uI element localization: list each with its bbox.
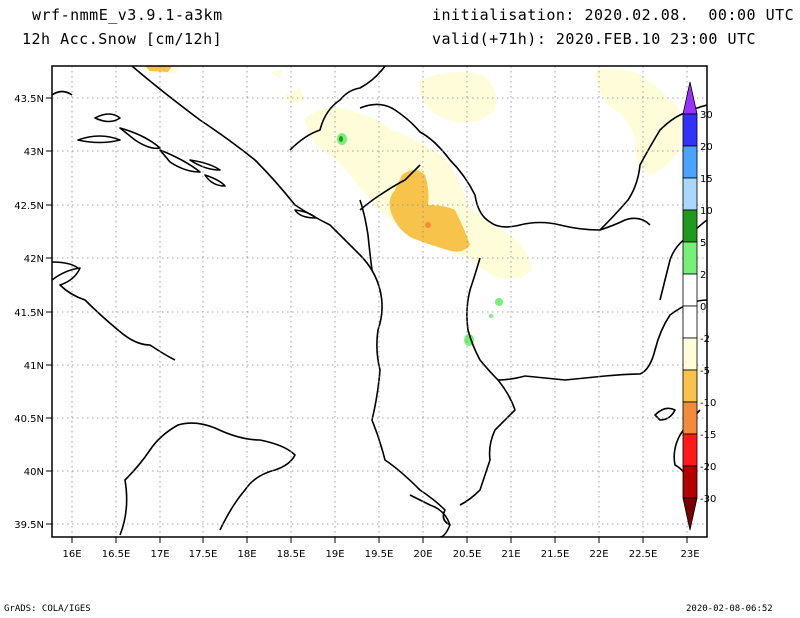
lon-label: 23E [680, 549, 699, 560]
lon-label: 17.5E [189, 549, 218, 560]
lon-label: 20E [413, 549, 432, 560]
graticule [52, 66, 707, 537]
footer-credit: GrADS: COLA/IGES [4, 604, 91, 614]
lat-label: 41N [24, 361, 44, 372]
lat-label: 39.5N [14, 520, 44, 531]
dark-green-spots [339, 136, 343, 142]
lon-label: 21.5E [541, 549, 570, 560]
colorbar-label: 10 [700, 206, 713, 217]
colorbar [682, 81, 698, 531]
lon-label: 21E [501, 549, 520, 560]
lon-label: 18E [237, 549, 256, 560]
init-time: initialisation: 2020.02.08. 00:00 UTC [432, 6, 795, 24]
lon-label: 20.5E [453, 549, 482, 560]
lon-label: 16.5E [102, 549, 131, 560]
lat-label: 43N [24, 147, 44, 158]
model-name: wrf-nmmE_v3.9.1-a3km [32, 6, 223, 24]
coastlines-borders [52, 66, 707, 537]
colorbar-label: -30 [700, 494, 716, 505]
lon-label: 16E [62, 549, 81, 560]
lat-label: 43.5N [14, 94, 44, 105]
lat-label: 42N [24, 254, 44, 265]
colorbar-label: 0 [700, 302, 706, 313]
colorbar-labels: 30 20 15 10 5 2 0 -2 -5 -10 -15 -20 -30 [700, 110, 716, 505]
lon-label: 22E [589, 549, 608, 560]
colorbar-label: 2 [700, 270, 706, 281]
lon-label: 19E [325, 549, 344, 560]
snow-heavy-regions [425, 222, 431, 228]
lat-label: 40N [24, 467, 44, 478]
colorbar-label: -10 [700, 398, 716, 409]
colorbar-label: -5 [700, 366, 710, 377]
field-name: 12h Acc.Snow [cm/12h] [22, 30, 223, 48]
lat-label: 41.5N [14, 308, 44, 319]
footer-timestamp: 2020-02-08-06:52 [686, 604, 773, 614]
lon-label: 22.5E [629, 549, 658, 560]
lon-label: 17E [150, 549, 169, 560]
colorbar-label: -2 [700, 334, 710, 345]
lon-label: 18.5E [277, 549, 306, 560]
axis-ticks [46, 97, 688, 543]
colorbar-label: 15 [700, 174, 713, 185]
lon-label: 19.5E [365, 549, 394, 560]
colorbar-label: -15 [700, 430, 716, 441]
colorbar-label: 5 [700, 238, 706, 249]
lat-label: 40.5N [14, 414, 44, 425]
valid-time: valid(+71h): 2020.FEB.10 23:00 UTC [432, 30, 757, 48]
lat-label: 42.5N [14, 201, 44, 212]
colorbar-label: 30 [700, 110, 713, 121]
colorbar-label: -20 [700, 462, 716, 473]
snow-moderate-regions [145, 66, 470, 252]
colorbar-label: 20 [700, 142, 713, 153]
